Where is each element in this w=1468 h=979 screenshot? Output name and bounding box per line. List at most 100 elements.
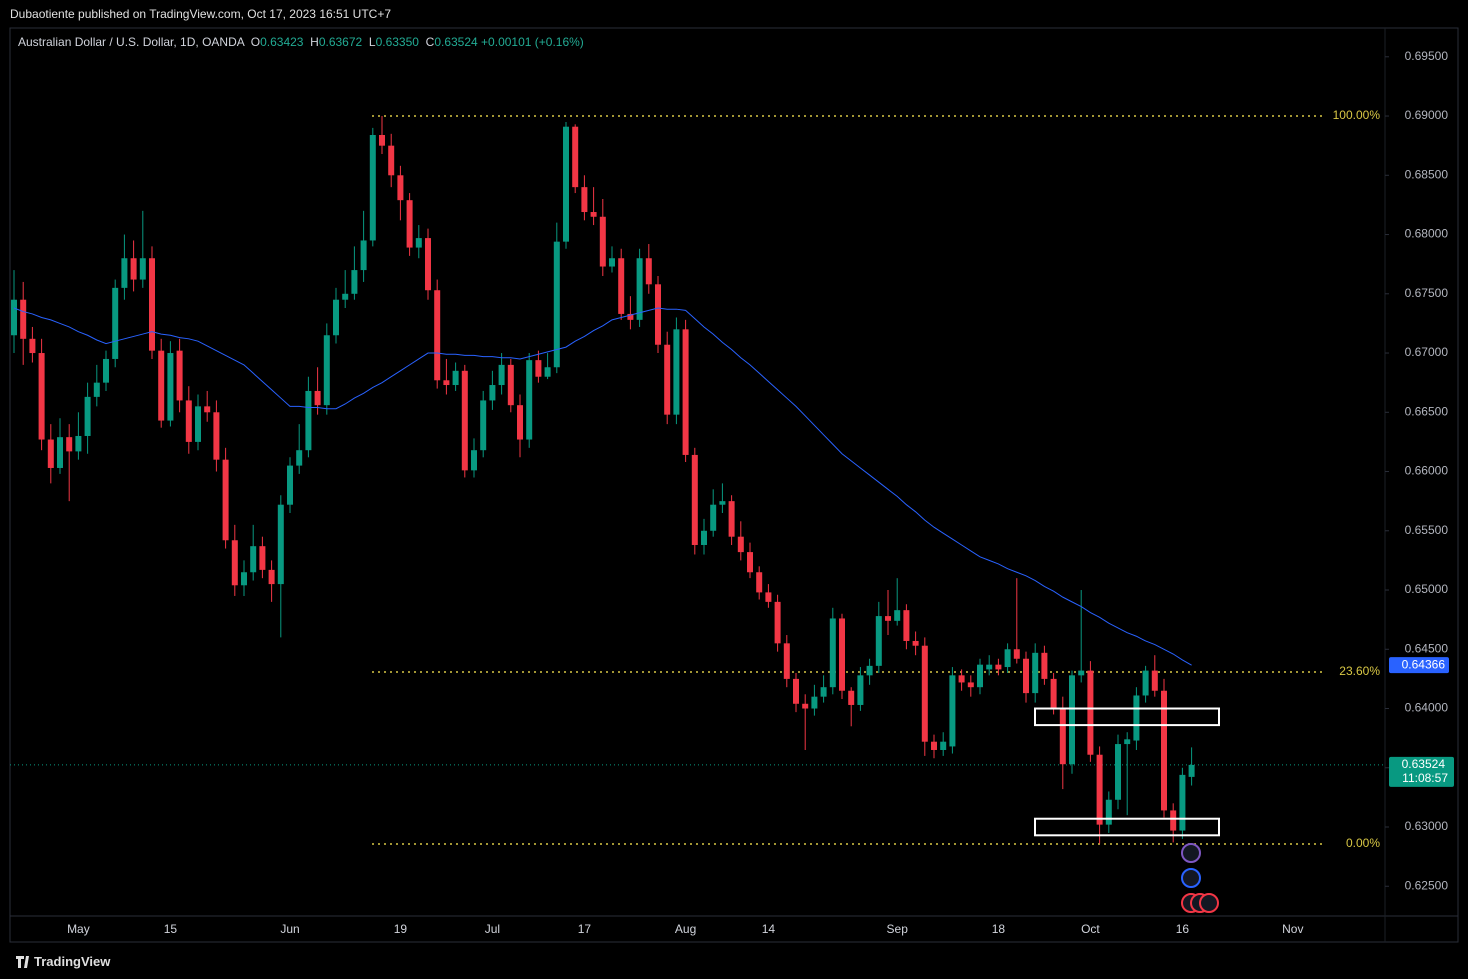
candle-body — [342, 293, 349, 300]
candle-body — [314, 390, 321, 406]
candle-body — [710, 504, 717, 531]
event-icon — [1181, 868, 1201, 888]
candle-body — [20, 299, 27, 339]
chart-frame — [9, 27, 1459, 943]
h-label: H — [310, 35, 319, 49]
candle-body — [1023, 658, 1029, 694]
candle-body — [1032, 652, 1039, 694]
candle-body — [489, 385, 496, 401]
candle-body — [167, 353, 174, 421]
candle-body — [250, 546, 257, 573]
candle-body — [461, 370, 468, 471]
candle-body — [369, 135, 376, 241]
y-tick-label: 0.63000 — [1405, 819, 1449, 833]
y-tick-label: 0.64000 — [1405, 701, 1449, 715]
candle-body — [204, 406, 211, 413]
candle-body — [222, 459, 229, 541]
candle-body — [563, 126, 569, 242]
candle-body — [1096, 754, 1103, 825]
y-tick-label: 0.66500 — [1405, 404, 1449, 418]
event-icon — [1199, 893, 1219, 913]
candle-body — [130, 258, 137, 280]
candle-body — [176, 350, 183, 401]
candle-body — [425, 238, 431, 291]
ma-price-label: 0.64366 — [1402, 657, 1446, 671]
event-icon — [1181, 843, 1201, 863]
x-tick-label: Jun — [280, 922, 299, 936]
candle-body — [931, 741, 937, 750]
candle-body — [940, 741, 947, 750]
candle-body — [949, 675, 956, 747]
x-tick-label: Oct — [1081, 922, 1100, 936]
candle-body — [75, 435, 82, 452]
candle-body — [213, 412, 220, 460]
change: +0.00101 (+0.16%) — [481, 35, 584, 49]
x-tick-label: 15 — [164, 922, 178, 936]
candle-body — [691, 454, 698, 545]
candle-body — [47, 439, 54, 468]
y-tick-label: 0.68000 — [1405, 227, 1449, 241]
candle-body — [581, 187, 588, 213]
candle-body — [1105, 799, 1112, 825]
candle-body — [287, 465, 293, 505]
candle-body — [673, 329, 680, 415]
candle-body — [535, 360, 542, 377]
candle-body — [1188, 764, 1195, 777]
candle-body — [84, 396, 91, 436]
candle-body — [1142, 670, 1149, 696]
candle-body — [471, 450, 477, 471]
y-tick-label: 0.66000 — [1405, 464, 1449, 478]
zone-box — [1034, 817, 1220, 837]
candle-body — [986, 664, 993, 670]
publisher: Dubaotiente published on TradingView.com… — [10, 7, 392, 21]
candle-body — [66, 437, 73, 452]
candle-body — [103, 358, 109, 383]
candle-body — [351, 270, 358, 294]
candle-body — [1133, 695, 1140, 741]
candle-body — [1115, 744, 1121, 800]
candle-body — [415, 238, 422, 248]
countdown: 11:08:57 — [1402, 771, 1448, 785]
candle-body — [1059, 708, 1066, 765]
candle-body — [1170, 810, 1177, 831]
candle-body — [590, 212, 597, 217]
candle-body — [277, 504, 284, 585]
candle-body — [1013, 649, 1020, 659]
candle-body — [406, 200, 413, 248]
x-tick-label: Jul — [485, 922, 500, 936]
candle-body — [866, 665, 873, 676]
candle-body — [765, 592, 772, 602]
candle-body — [434, 290, 441, 381]
candle-body — [195, 406, 201, 442]
logo — [16, 956, 29, 968]
candle-body — [29, 338, 36, 354]
c-value: 0.63524 — [434, 35, 478, 49]
candle-body — [544, 367, 551, 377]
last-price-label: 0.63524 — [1402, 757, 1446, 771]
candle-body — [388, 145, 395, 176]
y-tick-label: 0.67500 — [1405, 286, 1449, 300]
candle-body — [1004, 649, 1011, 668]
candle-body — [38, 353, 45, 440]
candle-body — [793, 678, 799, 704]
candle-body — [268, 569, 275, 585]
candle-body — [1179, 774, 1186, 831]
candle-body — [57, 437, 63, 468]
candle-body — [305, 390, 312, 451]
h-value: 0.63672 — [318, 35, 363, 49]
candle-body — [259, 546, 266, 570]
x-tick-label: May — [67, 922, 90, 936]
x-tick-label: Sep — [887, 922, 909, 936]
candle-body — [11, 299, 17, 336]
o-value: 0.63423 — [260, 35, 304, 49]
symbol: Australian Dollar / U.S. Dollar, 1D, OAN… — [18, 35, 245, 49]
candle-body — [903, 610, 910, 641]
candle-body — [149, 258, 155, 351]
candle-body — [645, 258, 652, 285]
x-tick-label: 16 — [1176, 922, 1190, 936]
candle-body — [627, 313, 634, 320]
candle-body — [296, 450, 303, 466]
candle-body — [1151, 670, 1158, 691]
l-value: 0.63350 — [375, 35, 419, 49]
x-tick-label: Nov — [1282, 922, 1303, 936]
